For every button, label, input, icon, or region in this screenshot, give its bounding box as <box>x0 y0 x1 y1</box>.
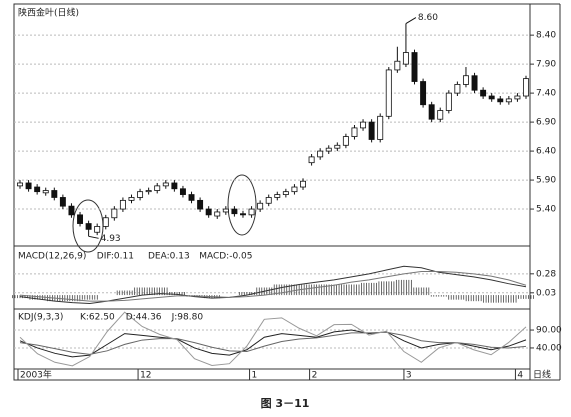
candle-body <box>342 136 349 146</box>
candle-body <box>385 69 392 117</box>
legend-label: MACD:-0.05 <box>199 252 252 262</box>
y-tick-label: 8.40 <box>536 31 556 41</box>
y-tick-label: 0.03 <box>536 288 556 298</box>
candle-body <box>214 211 221 217</box>
frame <box>13 3 531 381</box>
candle-body <box>505 98 512 103</box>
candle-body <box>360 121 367 129</box>
y-tick-label: 5.90 <box>536 176 556 186</box>
candle-body <box>102 217 109 227</box>
y-tick-label: 6.40 <box>536 147 556 157</box>
candle-body <box>51 190 58 198</box>
caption: 图 3－11 <box>261 397 310 410</box>
candle-body <box>188 194 195 201</box>
candle-body <box>222 208 229 213</box>
candle-body <box>291 186 298 193</box>
y-tick-label: 5.40 <box>536 205 556 215</box>
candle-body <box>480 89 487 97</box>
panel-title: MACD(12,26,9) <box>18 252 86 262</box>
candle-body <box>137 191 144 198</box>
candle-body <box>420 81 427 106</box>
candle-body <box>111 208 118 219</box>
candle-body <box>334 144 341 149</box>
annotation: 4.93 <box>101 234 121 244</box>
candle-body <box>162 182 169 187</box>
candle-body <box>437 110 444 120</box>
annotation-arrow <box>405 17 417 24</box>
candle-body <box>411 52 418 82</box>
candle-body <box>300 180 306 188</box>
candle-body <box>471 75 478 91</box>
candle-body <box>282 191 289 195</box>
legend-label: D:44.36 <box>126 313 162 323</box>
x-tick-label: 4 <box>517 371 523 381</box>
indicator-line <box>19 329 527 358</box>
candle-body <box>17 182 23 187</box>
candle-body <box>179 188 186 195</box>
legend-label: J:98.80 <box>171 313 204 323</box>
candle-body <box>265 197 272 204</box>
candle-body <box>428 104 435 120</box>
candle-body <box>368 121 375 140</box>
candle-body <box>34 186 41 193</box>
legend-label: K:62.50 <box>80 313 115 323</box>
candle-body <box>145 190 152 193</box>
annotation: 8.60 <box>418 13 438 23</box>
candle-body <box>257 202 264 210</box>
candle-body <box>462 75 469 85</box>
y-tick-label: 7.40 <box>536 89 556 99</box>
x-tick-label: 1 <box>252 371 258 381</box>
candle-body <box>488 95 495 100</box>
x-tick-label: 2 <box>312 371 318 381</box>
candle-body <box>402 52 409 65</box>
y-tick-label: 7.90 <box>536 60 556 70</box>
candle-body <box>394 60 401 71</box>
legend-label: DIF:0.11 <box>97 252 134 262</box>
x-tick-label: 12 <box>140 371 151 381</box>
candle-body <box>85 223 92 230</box>
highlight-circle <box>227 174 257 236</box>
candle-body <box>154 185 161 191</box>
candle-body <box>94 226 101 233</box>
candle-body <box>119 199 126 210</box>
y-tick-label: 40.00 <box>536 343 562 353</box>
candle-body <box>523 78 529 97</box>
panel-title: KDJ(9,3,3) <box>18 313 63 323</box>
candle-body <box>171 182 178 190</box>
y-tick-label: 6.90 <box>536 118 556 128</box>
candle-body <box>248 208 255 216</box>
candle-body <box>240 213 246 216</box>
period-label: 日线 <box>533 369 551 381</box>
chart-title: 陕西金叶(日线) <box>18 7 79 19</box>
candle-body <box>274 194 281 198</box>
legend-label: DEA:0.13 <box>148 252 190 262</box>
y-tick-label: 90.00 <box>536 326 562 336</box>
candle-body <box>231 208 238 215</box>
indicator-line <box>19 311 527 367</box>
candle-body <box>59 197 66 207</box>
indicator-line <box>19 271 527 302</box>
candle-body <box>377 115 384 140</box>
candle-body <box>42 190 49 194</box>
candle-body <box>128 197 135 201</box>
candle-body <box>454 84 461 94</box>
x-tick-label: 3 <box>406 371 412 381</box>
indicator-line <box>19 331 527 355</box>
candle-body <box>205 208 212 216</box>
candle-body <box>77 214 84 224</box>
candle-body <box>25 182 32 190</box>
candle-body <box>514 95 521 100</box>
candle-body <box>497 98 504 103</box>
candle-body <box>325 147 332 152</box>
candle-body <box>317 150 324 158</box>
candle-body <box>197 199 204 210</box>
x-tick-label: 2003年 <box>20 369 52 381</box>
candle-body <box>308 156 315 164</box>
candle-body <box>68 205 75 216</box>
annotation-arrow <box>88 235 99 239</box>
candle-body <box>445 92 452 111</box>
y-tick-label: 0.28 <box>536 269 556 279</box>
candle-body <box>351 127 358 137</box>
